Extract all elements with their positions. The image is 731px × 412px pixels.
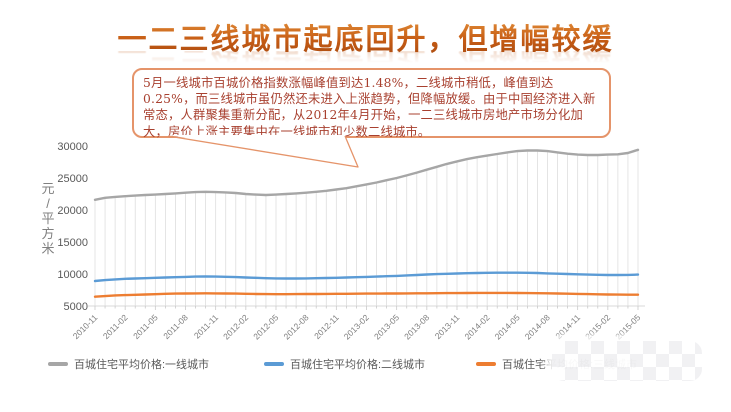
x-axis-ticks: [94, 306, 639, 310]
y-axis-title-char: 方: [41, 226, 55, 241]
x-tick-label: 2011-05: [131, 312, 160, 341]
y-tick-label: 25000: [57, 173, 88, 185]
y-axis-title-char: 元: [41, 181, 55, 196]
x-tick-label: 2013-08: [402, 312, 431, 341]
y-tick-label: 30000: [57, 141, 88, 153]
series-line-3: [93, 291, 640, 298]
x-tick-label: 2015-05: [613, 312, 642, 341]
callout-text: 5月一线城市百城价格指数涨幅峰值到达1.48%，二线城市稍低，峰值到达0.25%…: [143, 76, 596, 139]
x-tick-label: 2014-08: [523, 312, 552, 341]
series-line-2: [93, 271, 640, 283]
x-tick-label: 2012-05: [251, 312, 280, 341]
y-axis-tick-labels: 5000 10000 15000 20000 25000 30000: [57, 141, 88, 313]
series-line-1: [93, 148, 640, 202]
x-axis-tick-labels: 2010-11 2011-02 2011-05 2011-08 2011-11 2012-…: [71, 312, 643, 341]
grid-drop-lines: [94, 149, 639, 306]
legend-item-1: 百城住宅平均价格:一线城市: [48, 356, 209, 372]
y-axis-title-char: /: [46, 196, 50, 211]
x-tick-label: 2011-08: [161, 312, 190, 341]
legend-line-marker: [48, 362, 68, 366]
x-tick-label: 2010-11: [71, 312, 100, 341]
watermark-blur: [552, 341, 702, 381]
x-tick-label: 2014-11: [553, 312, 582, 341]
legend-label: 百城住宅平均价格:二线城市: [290, 359, 426, 371]
x-tick-label: 2012-02: [221, 312, 250, 341]
x-tick-label: 2012-11: [312, 312, 341, 341]
x-tick-label: 2011-11: [192, 312, 220, 340]
x-tick-label: 2014-05: [493, 312, 522, 341]
legend-line-marker: [476, 362, 496, 366]
y-tick-label: 10000: [57, 269, 88, 281]
callout-box: 5月一线城市百城价格指数涨幅峰值到达1.48%，二线城市稍低，峰值到达0.25%…: [132, 68, 611, 139]
x-tick-label: 2011-02: [101, 312, 130, 341]
x-tick-label: 2013-05: [372, 312, 401, 341]
y-axis-title: 元 / 平方米: [38, 181, 58, 256]
x-tick-label: 2013-02: [342, 312, 371, 341]
legend-label: 百城住宅平均价格:一线城市: [74, 359, 210, 371]
y-tick-label: 5000: [64, 301, 88, 313]
legend-line-marker: [264, 362, 284, 366]
y-axis-title-char: 米: [41, 241, 55, 256]
x-tick-label: 2015-02: [583, 312, 612, 341]
legend-item-2: 百城住宅平均价格:二线城市: [264, 356, 425, 372]
title-block: 一二三线城市起底回升，但增幅较缓 一二三线城市起底回升，但增幅较缓: [0, 16, 731, 73]
page-title: 一二三线城市起底回升，但增幅较缓: [117, 16, 613, 58]
x-tick-label: 2014-02: [462, 312, 491, 341]
y-axis-title-char: 平: [41, 211, 55, 226]
y-tick-label: 20000: [57, 205, 88, 217]
x-tick-label: 2013-11: [433, 312, 462, 341]
x-tick-label: 2012-08: [281, 312, 310, 341]
y-tick-label: 15000: [57, 237, 88, 249]
